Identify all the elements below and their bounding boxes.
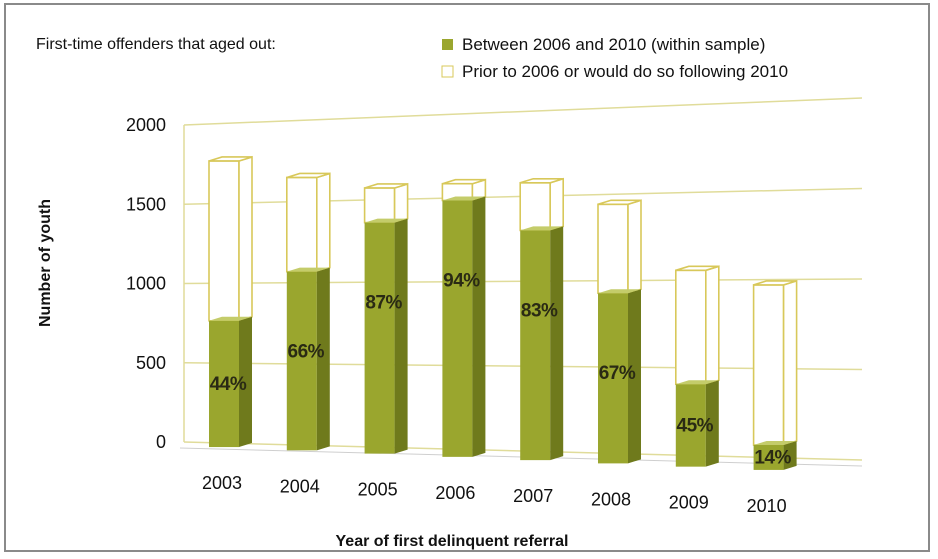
y-axis-title: Number of youth <box>37 199 54 327</box>
bar-segment-filled <box>598 293 628 464</box>
bar-segment-filled <box>364 222 395 454</box>
legend-label-filled: Between 2006 and 2010 (within sample) <box>462 35 765 54</box>
bar-top-outline <box>208 156 253 162</box>
tick-labels: 0 500 1000 1500 2000 2003 2004 2005 2006 2007 2008… <box>126 115 787 516</box>
bar-side-outline <box>393 182 409 224</box>
bar-segment-filled <box>520 230 551 461</box>
bar-segment-filled <box>675 384 706 467</box>
x-tick-label: 2006 <box>435 483 475 503</box>
bar-segment-outline <box>752 284 785 446</box>
data-label: 45% <box>677 415 714 436</box>
bar-top-filled <box>442 196 486 201</box>
bar-top-filled <box>364 218 408 223</box>
data-label: 83% <box>521 300 558 321</box>
bar-side-outline <box>782 279 798 447</box>
chart-frame: 44% 66% 87% 94% 83% 67% 45% 14% 0 500 1000 1500 200… <box>4 3 930 552</box>
bar-2010 <box>752 279 798 470</box>
y-tick-label: 0 <box>156 432 166 452</box>
bar-2007 <box>519 177 565 461</box>
legend-heading: First-time offenders that aged out: <box>36 36 276 53</box>
bar-segment-outline <box>285 176 318 273</box>
x-tick-label: 2005 <box>358 480 398 500</box>
bar-top-outline <box>753 280 797 286</box>
bar-top-filled <box>598 289 641 294</box>
stacked-bar-chart: 44% 66% 87% 94% 83% 67% 45% 14% 0 500 1000 1500 200… <box>36 35 863 550</box>
bar-side-filled <box>628 289 641 464</box>
y-tick-label: 1000 <box>126 274 166 294</box>
bar-top-outline <box>519 177 564 184</box>
data-label: 87% <box>365 293 402 314</box>
bar-top-filled <box>286 267 330 272</box>
bar-top-outline <box>597 199 642 206</box>
bars <box>208 155 798 470</box>
x-tick-label: 2007 <box>513 486 553 506</box>
data-label: 67% <box>599 363 636 384</box>
bar-top-filled <box>753 441 797 446</box>
x-tick-label: 2008 <box>591 489 631 509</box>
bar-top-filled <box>675 380 719 385</box>
bar-segment-filled <box>209 320 239 448</box>
bar-side-filled <box>705 380 719 467</box>
bar-top-outline <box>675 265 720 272</box>
bar-segment-outline <box>597 203 629 295</box>
bar-side-outline <box>627 199 642 295</box>
bar-side-outline <box>238 155 253 322</box>
bar-side-filled <box>783 441 797 470</box>
bar-segment-outline <box>208 160 240 322</box>
bar-2005 <box>363 182 409 454</box>
y-tick-label: 2000 <box>126 115 166 135</box>
x-tick-label: 2009 <box>669 493 709 513</box>
bar-2004 <box>285 172 331 451</box>
bar-side-outline <box>315 172 331 273</box>
gridline <box>183 97 863 126</box>
bar-segment-outline <box>674 269 707 386</box>
y-tick-label: 500 <box>136 353 166 373</box>
data-label: 66% <box>288 342 325 363</box>
bar-top-filled <box>209 316 252 321</box>
x-tick-label: 2003 <box>202 473 242 493</box>
x-axis-title: Year of first delinquent referral <box>336 533 569 550</box>
bar-side-outline <box>704 265 720 386</box>
bar-side-filled <box>316 267 330 451</box>
bar-segment-outline <box>363 187 396 224</box>
bar-side-filled <box>550 226 564 461</box>
bar-side-outline <box>549 177 565 232</box>
data-labels: 44% 66% 87% 94% 83% 67% 45% 14% <box>210 270 792 468</box>
bar-2009 <box>674 265 720 467</box>
bar-2006 <box>441 178 487 457</box>
bar-segment-filled <box>286 271 317 451</box>
bar-side-filled <box>239 316 252 448</box>
bar-segment-outline <box>519 181 552 232</box>
bar-2003 <box>208 155 253 448</box>
bar-top-outline <box>364 183 408 189</box>
bar-2008 <box>597 199 642 464</box>
bar-side-filled <box>472 196 486 457</box>
data-label: 14% <box>754 447 791 468</box>
bar-top-outline <box>286 172 331 179</box>
data-label: 94% <box>443 270 480 291</box>
bar-segment-filled <box>753 445 784 470</box>
legend-swatch-outline <box>441 65 454 78</box>
legend-swatch-filled <box>442 39 453 50</box>
bar-top-filled <box>520 226 564 231</box>
data-label: 44% <box>210 374 247 395</box>
legend-label-outline: Prior to 2006 or would do so following 2… <box>462 62 788 81</box>
bar-top-outline <box>442 178 486 185</box>
bar-segment-filled <box>442 200 473 457</box>
x-tick-label: 2004 <box>280 476 320 496</box>
x-tick-label: 2010 <box>747 496 787 516</box>
bar-side-filled <box>394 218 408 454</box>
y-tick-label: 1500 <box>126 194 166 214</box>
